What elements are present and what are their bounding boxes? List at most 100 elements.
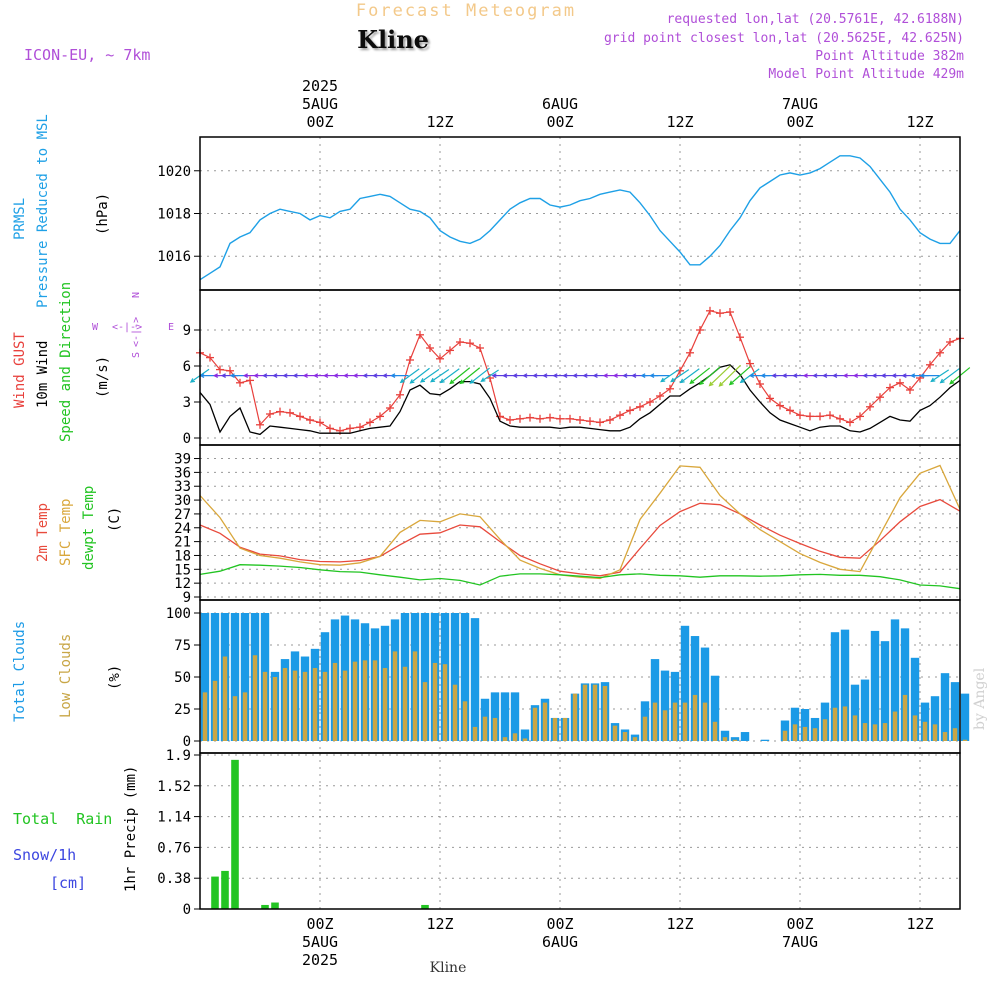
low-cloud-bar xyxy=(442,664,448,741)
low-cloud-bar xyxy=(672,702,678,741)
wind-direction-arrowhead xyxy=(718,381,724,387)
low-cloud-bar xyxy=(732,739,738,741)
wind-direction-arrow xyxy=(680,368,700,383)
low-cloud-bar xyxy=(322,671,328,741)
temp-ytick-label: 33 xyxy=(174,479,191,495)
wind-direction-arrowhead xyxy=(459,379,465,385)
low-cloud-bar xyxy=(812,728,818,741)
total-cloud-bar xyxy=(860,679,870,741)
wind-direction-arrowhead xyxy=(212,373,219,378)
low-cloud-bar xyxy=(602,685,608,741)
temp-ytick-label: 15 xyxy=(174,562,191,578)
low-cloud-bar xyxy=(932,724,938,741)
low-cloud-bar xyxy=(922,721,928,741)
precip-ytick-label: 0.76 xyxy=(157,840,191,856)
wind-direction-arrowhead xyxy=(532,373,538,378)
wind-direction-arrowhead xyxy=(901,373,907,378)
low-cloud-bar xyxy=(232,696,238,741)
low-cloud-bar xyxy=(472,726,478,741)
precip-ytick-label: 1.52 xyxy=(157,779,191,795)
low-cloud-bar xyxy=(612,725,618,741)
low-cloud-bar xyxy=(222,656,228,741)
wind-direction-arrowhead xyxy=(792,373,798,378)
wind-direction-arrowhead xyxy=(382,373,388,378)
wind-direction-arrowhead xyxy=(419,378,426,383)
temp-ytick-label: 30 xyxy=(174,493,191,509)
t2m-line xyxy=(199,498,961,577)
low-cloud-bar xyxy=(452,684,458,741)
precip-ytick-label: 0.38 xyxy=(157,871,191,887)
dewpt-line xyxy=(199,564,961,590)
wind-direction-arrowhead xyxy=(552,373,558,378)
pressure-unit: (hPa) xyxy=(95,193,111,235)
low-cloud-bar xyxy=(652,702,658,741)
wind-direction-arrowhead xyxy=(679,378,685,384)
low-cloud-bar xyxy=(952,728,958,741)
compass-west: W xyxy=(92,322,99,333)
total-cloud-bar xyxy=(880,641,890,741)
wind-direction-arrow xyxy=(400,368,420,383)
wind-direction-arrow xyxy=(410,367,430,384)
low-cloud-bar xyxy=(592,684,598,741)
total-cloud-bar xyxy=(420,613,430,741)
precip-panel: 0 0.38 0.76 1.14 1.52 1.9 xyxy=(157,748,960,918)
wind-direction-arrowhead xyxy=(832,373,838,378)
wind-direction-arrowhead xyxy=(909,373,916,378)
wind-direction-arrowhead xyxy=(771,373,777,378)
wind-direction-arrowhead xyxy=(333,373,339,378)
precip-ytick-label: 1.14 xyxy=(157,810,191,826)
clouds-ytick-label: 50 xyxy=(174,670,191,686)
low-cloud-bar xyxy=(582,684,588,741)
bottom-time-label: 00Z xyxy=(546,915,573,933)
low-cloud-bar xyxy=(782,730,788,741)
low-cloud-bar xyxy=(242,692,248,741)
total-cloud-bar xyxy=(470,618,480,741)
low-cloud-bar xyxy=(262,671,268,741)
temp-ytick-label: 36 xyxy=(174,465,191,481)
clouds-ytick-label: 0 xyxy=(183,734,191,750)
wind-direction-arrowhead xyxy=(582,373,588,378)
bottom-time-label: 5AUG xyxy=(302,933,338,951)
wind-direction-arrowhead xyxy=(220,373,226,378)
low-cloud-bar xyxy=(212,680,218,741)
wind-direction-arrowhead xyxy=(390,373,396,378)
wind-direction-arrowhead xyxy=(949,379,955,385)
wind-speed-direction-label: Speed and Direction xyxy=(58,282,74,442)
compass-south: S xyxy=(131,352,142,358)
wind-direction-arrow xyxy=(481,369,499,382)
low-cloud-bar xyxy=(642,716,648,741)
low-cloud-bar xyxy=(312,668,318,741)
clouds-ytick-label: 25 xyxy=(174,702,191,718)
temp-ytick-label: 9 xyxy=(183,590,191,606)
wind-direction-arrowhead xyxy=(542,373,548,378)
wind-ytick-label: 3 xyxy=(183,395,191,411)
rain-bar xyxy=(221,870,229,909)
wind-direction-arrow xyxy=(670,369,690,383)
temp-ytick-label: 24 xyxy=(174,521,191,537)
bottom-time-label: 12Z xyxy=(906,915,933,933)
low-cloud-bar xyxy=(252,655,258,741)
wind-unit: (m/s) xyxy=(95,356,111,398)
wind-direction-arrowhead xyxy=(739,378,745,384)
location-title: Kline xyxy=(357,25,429,54)
top-time-label: 00Z xyxy=(786,113,813,131)
wind-direction-arrowhead xyxy=(939,378,945,384)
total-cloud-bar xyxy=(740,732,750,741)
credit-watermark: by Angel xyxy=(972,667,988,730)
wind-direction-arrow xyxy=(440,368,460,383)
wind-direction-arrowhead xyxy=(491,373,497,378)
low-cloud-bar xyxy=(862,723,868,741)
top-time-label: 00Z xyxy=(306,113,333,131)
low-cloud-bar xyxy=(562,717,568,741)
grid-point-coordinates: grid point closest lon,lat (20.5625E, 42… xyxy=(604,31,964,46)
model-label: ICON-EU, ~ 7km xyxy=(24,46,150,64)
low-cloud-bar xyxy=(702,702,708,741)
wind-direction-arrowhead xyxy=(272,373,278,378)
precip-panel-frame xyxy=(199,752,961,910)
wind-direction-arrowhead xyxy=(670,377,676,383)
low-cloud-bar xyxy=(272,677,278,741)
total-cloud-bar xyxy=(760,739,770,741)
wind-direction-arrow xyxy=(699,366,721,385)
wind-10m-label: 10m Wind xyxy=(35,341,51,408)
